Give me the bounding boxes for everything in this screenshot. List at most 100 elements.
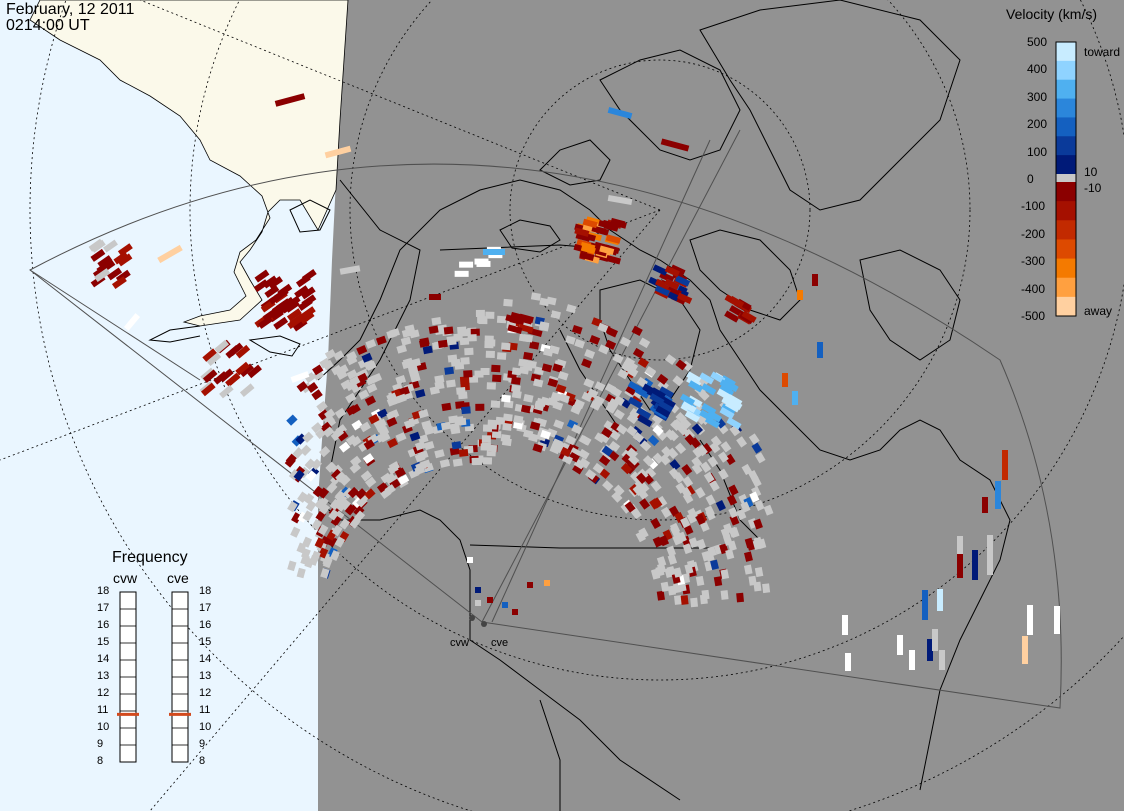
scatter-cell — [324, 349, 337, 360]
scatter-cell — [592, 462, 605, 474]
scatter-cell — [642, 455, 655, 467]
scatter-cell — [682, 543, 693, 555]
scatter-cell — [550, 310, 561, 320]
scatter-cell — [555, 384, 567, 394]
frequency-tick-label: 18 — [199, 585, 212, 597]
scatter-cell — [541, 363, 553, 373]
scatter-cell — [487, 597, 493, 603]
frequency-tick-label: 10 — [199, 721, 212, 733]
scatter-cell — [214, 339, 230, 354]
scatter-cell — [429, 294, 441, 300]
scatter-cell — [1027, 605, 1033, 635]
scatter-cell — [331, 364, 343, 376]
scatter-cell — [487, 444, 498, 453]
scatter-cell — [331, 524, 343, 537]
scatter-cell — [520, 404, 532, 414]
scatter-cell — [1054, 606, 1060, 634]
scatter-cell — [254, 269, 270, 283]
scatter-cell — [417, 450, 429, 460]
scatter-cell — [625, 384, 637, 396]
scatter-cell — [346, 369, 358, 380]
scatter-cell — [296, 542, 307, 554]
scatter-cell — [594, 381, 606, 392]
scatter-cell — [311, 389, 323, 401]
scatter-cell — [571, 324, 583, 335]
scatter-cell — [467, 334, 477, 342]
scatter-cell — [957, 552, 963, 578]
scatter-cell — [660, 506, 672, 519]
scatter-cell — [681, 400, 697, 414]
velocity-tick-label: 0 — [1027, 172, 1034, 186]
scatter-cell — [484, 340, 494, 349]
scatter-cell — [749, 491, 760, 503]
radar-fov — [29, 129, 1062, 709]
scatter-cell — [239, 363, 254, 378]
scatter-cell — [582, 218, 598, 229]
scatter-cell — [664, 354, 677, 366]
scatter-cell — [666, 565, 676, 577]
scatter-cell — [606, 327, 618, 338]
scatter-cell — [607, 194, 633, 206]
scatter-cell — [691, 423, 703, 435]
scatter-cell — [273, 287, 289, 301]
scatter-cell — [264, 285, 280, 299]
scatter-cell — [418, 409, 429, 419]
scatter-cell — [589, 400, 602, 411]
scatter-cell — [375, 335, 387, 346]
scatter-cell — [552, 363, 563, 373]
scatter-cell — [316, 497, 328, 510]
scatter-cell — [107, 267, 123, 281]
scatter-cell — [295, 274, 311, 288]
frequency-tick-label: 9 — [97, 738, 104, 750]
scatter-cell — [692, 446, 704, 459]
scatter-cell — [434, 375, 445, 384]
scatter-cell — [88, 238, 104, 252]
scatter-cell — [842, 615, 848, 635]
scatter-cell — [620, 462, 633, 475]
frequency-tick-label: 17 — [199, 602, 212, 614]
scatter-cell — [659, 454, 671, 466]
scatter-cell — [540, 429, 551, 440]
scatter-cell — [423, 426, 435, 436]
colorbar-toward-segment — [1056, 155, 1076, 175]
scatter-cell — [486, 382, 496, 390]
frequency-tick-label: 8 — [97, 755, 104, 767]
scatter-cell — [845, 653, 851, 671]
frequency-gauges — [117, 591, 191, 763]
scatter-cell — [402, 357, 414, 367]
scatter-cell — [456, 417, 467, 426]
scatter-cell — [687, 395, 703, 408]
scatter-cell — [652, 264, 668, 276]
scatter-cell — [559, 393, 571, 404]
velocity-title: Velocity (km/s) — [1006, 6, 1098, 22]
scatter-cell — [304, 458, 316, 470]
scatter-cell — [605, 339, 617, 350]
scatter-cell — [695, 575, 705, 587]
scatter-cell — [290, 371, 310, 383]
scatter-cell — [428, 325, 439, 334]
scatter-cell — [736, 436, 748, 448]
frequency-title: Frequency — [112, 549, 188, 566]
scatter-cell — [449, 447, 460, 456]
frequency-tick-label: 18 — [97, 585, 110, 597]
scatter-cell — [695, 487, 706, 499]
scatter-cell — [937, 589, 943, 611]
scatter-cell — [339, 474, 351, 487]
scatter-cell — [667, 585, 677, 596]
scatter-cell — [560, 446, 572, 458]
scatter-cell — [585, 469, 597, 481]
scatter-cell — [696, 538, 707, 550]
scatter-cell — [725, 549, 735, 560]
scatter-cell — [345, 405, 358, 416]
scatter-cell — [682, 492, 694, 504]
velocity-tick-label: -200 — [1021, 226, 1046, 241]
scatter-cell — [644, 366, 657, 377]
scatter-cell — [736, 592, 744, 603]
scatter-cell — [561, 454, 574, 465]
scatter-cell — [652, 536, 663, 548]
scatter-cell — [113, 251, 129, 265]
scatter-cell — [455, 400, 465, 409]
scatter-cell — [408, 367, 419, 377]
scatter-cell — [475, 587, 481, 593]
scatter-cell — [488, 252, 503, 259]
